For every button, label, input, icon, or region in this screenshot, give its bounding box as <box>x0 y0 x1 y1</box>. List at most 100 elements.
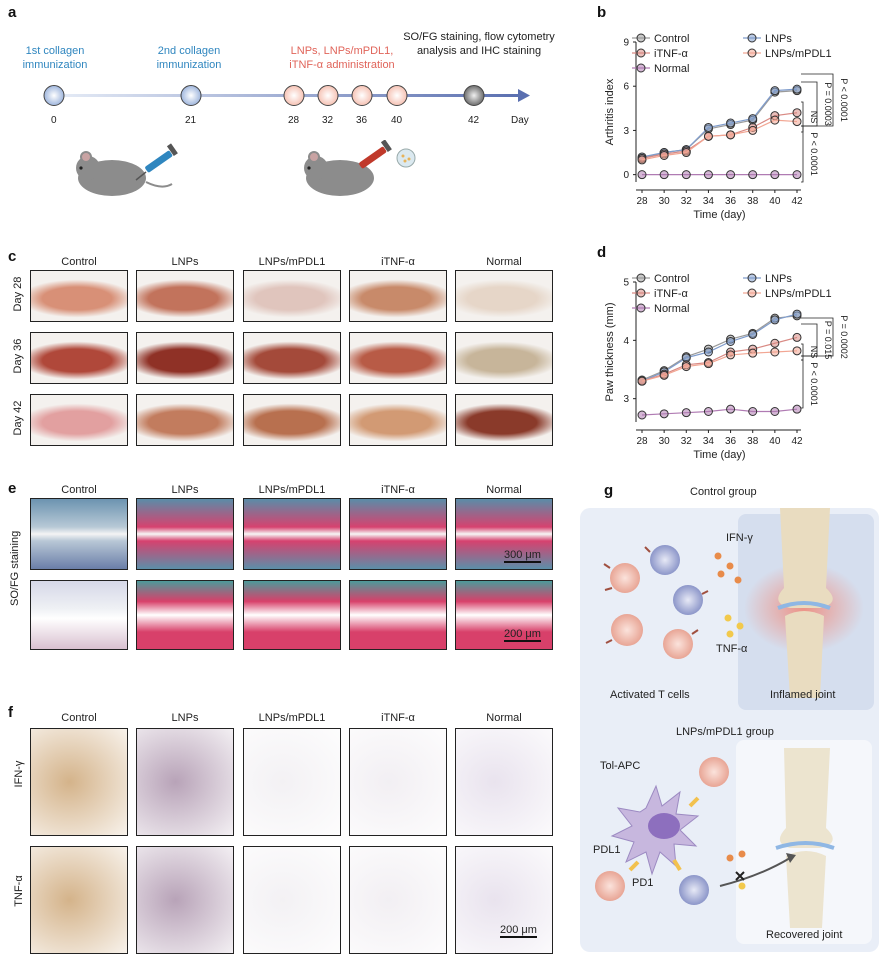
panel-c-header-4: Normal <box>486 256 522 268</box>
panel-c-header-0: Control <box>61 256 97 268</box>
legend-label: Normal <box>654 303 689 315</box>
data-point <box>792 84 802 94</box>
panel-e-header-0: Control <box>61 484 97 496</box>
panel-c-letter: c <box>8 248 17 265</box>
paw-photo <box>136 394 234 446</box>
x-tick-label: 36 <box>725 436 737 447</box>
y-tick-label: 3 <box>623 126 629 137</box>
data-point <box>770 347 780 357</box>
significance-bracket <box>801 125 804 183</box>
paw-photo <box>243 394 341 446</box>
x-tick-label: 28 <box>636 196 648 207</box>
panel-c-header-3: iTNF-α <box>381 256 415 268</box>
x-tick-label: 38 <box>747 196 759 207</box>
panel-g-letter: g <box>604 482 614 499</box>
data-point <box>748 407 758 416</box>
y-tick-label: 5 <box>623 278 629 289</box>
y-tick-label: 6 <box>623 82 629 93</box>
significance-label: P = 0.015 <box>823 321 833 360</box>
ihc-image <box>30 728 128 836</box>
data-point <box>770 170 780 180</box>
data-point <box>681 170 691 180</box>
significance-label: NS <box>809 346 819 359</box>
paw-photo <box>455 270 553 322</box>
legend-marker <box>636 63 646 73</box>
data-point <box>792 117 802 127</box>
panel-f-header-4: Normal <box>486 712 522 724</box>
mouse-treatment-illustration <box>304 140 416 196</box>
paw-photo <box>349 270 447 322</box>
data-point <box>637 155 647 165</box>
legend-marker <box>747 273 757 283</box>
data-point <box>770 115 780 125</box>
legend-marker <box>747 33 757 43</box>
panel-g-mpdl1-title: LNPs/mPDL1 group <box>676 726 774 738</box>
data-point <box>659 409 669 419</box>
data-point <box>703 131 713 141</box>
ihc-image <box>243 846 341 954</box>
timeline-node-36 <box>351 85 373 106</box>
y-tick-label: 9 <box>623 38 629 49</box>
data-point <box>637 410 647 420</box>
panel-f-header-1: LNPs <box>171 712 199 724</box>
paw-photo <box>455 332 553 384</box>
legend-label: iTNF-α <box>654 48 688 60</box>
scale-bar-200um: 200 μm <box>504 628 541 642</box>
x-tick-label: 30 <box>659 436 671 447</box>
legend-marker <box>636 48 646 58</box>
data-point <box>703 407 713 416</box>
x-tick-label: 32 <box>681 436 693 447</box>
significance-label: NS <box>809 111 819 124</box>
x-tick-label: 42 <box>791 436 803 447</box>
legend-label: LNPs <box>765 273 792 285</box>
legend-label: LNPs <box>765 33 792 45</box>
data-point <box>770 407 780 416</box>
significance-bracket <box>801 359 804 409</box>
panel-e-header-4: Normal <box>486 484 522 496</box>
x-tick-label: 34 <box>703 196 715 207</box>
data-point <box>748 114 758 124</box>
timeline-second-immunization: 2nd collagen immunization <box>156 45 222 71</box>
timeline-first-immunization: 1st collagen immunization <box>22 45 88 71</box>
timeline-node-42 <box>463 85 485 106</box>
legend-marker <box>636 303 646 313</box>
y-axis-label: Arthritis index <box>604 78 616 145</box>
legend-label: Control <box>654 273 689 285</box>
timeline-node-0 <box>43 85 65 106</box>
sofg-zoom-image <box>30 580 128 650</box>
data-point <box>681 362 691 372</box>
data-point <box>703 122 713 132</box>
paw-photo <box>30 394 128 446</box>
x-tick-label: 30 <box>659 196 671 207</box>
data-point <box>748 170 758 180</box>
paw-photo <box>30 270 128 322</box>
sofg-zoom-image <box>455 580 553 650</box>
panel-c-row-label-2: Day 42 <box>12 400 24 436</box>
ihc-image <box>30 846 128 954</box>
data-point <box>792 346 802 356</box>
x-axis-label: Time (day) <box>693 209 745 221</box>
significance-label: P = 0.0002 <box>839 315 849 359</box>
scale-bar-300um: 300 μm <box>504 549 541 563</box>
significance-bracket <box>801 81 818 127</box>
x-tick-label: 32 <box>681 196 693 207</box>
data-point <box>726 404 736 414</box>
ihc-scale-bar: 200 μm <box>500 924 537 938</box>
pd1-label: PD1 <box>632 877 654 889</box>
panel-e-row-label: SO/FG staining <box>9 530 21 606</box>
panel-d-letter: d <box>597 244 607 261</box>
ihc-image <box>349 846 447 954</box>
sofg-overview-image <box>349 498 447 570</box>
legend-label: iTNF-α <box>654 288 688 300</box>
legend-marker <box>636 288 646 298</box>
x-tick-label: 38 <box>747 436 759 447</box>
x-tick-label: 42 <box>791 196 803 207</box>
data-point <box>681 148 691 158</box>
data-point <box>770 86 780 96</box>
y-tick-label: 0 <box>623 170 629 181</box>
data-point <box>792 309 802 319</box>
sofg-zoom-image <box>349 580 447 650</box>
legend-label: LNPs/mPDL1 <box>765 288 832 300</box>
pdl1-label: PDL1 <box>593 844 621 856</box>
x-tick-label: 34 <box>703 436 715 447</box>
